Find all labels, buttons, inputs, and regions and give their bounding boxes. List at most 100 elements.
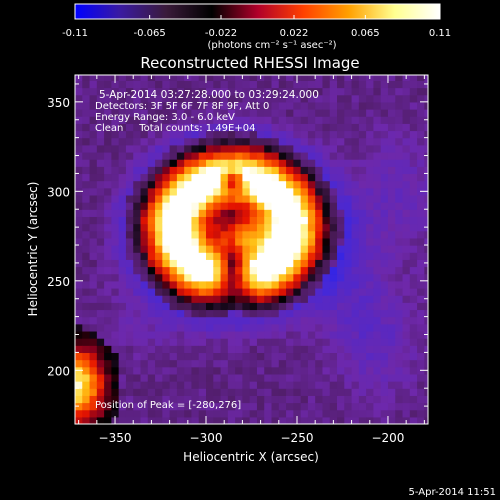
- heatmap-cell: [264, 409, 273, 418]
- heatmap-cell: [286, 130, 294, 139]
- heatmap-cell: [402, 395, 411, 404]
- heatmap-cell: [417, 159, 425, 167]
- heatmap-cell: [337, 295, 345, 303]
- heatmap-cell: [96, 352, 105, 361]
- heatmap-cell: [286, 287, 294, 296]
- heatmap-cell: [82, 381, 91, 389]
- heatmap-cell: [344, 223, 353, 232]
- heatmap-cell: [358, 409, 367, 418]
- heatmap-cell: [315, 366, 324, 375]
- heatmap-cell: [184, 109, 193, 117]
- heatmap-cell: [264, 359, 273, 368]
- heatmap-cell: [286, 230, 294, 239]
- heatmap-cell: [104, 338, 112, 346]
- heatmap-cell: [198, 266, 207, 275]
- heatmap-cell: [286, 151, 294, 160]
- heatmap-cell: [409, 395, 418, 404]
- heatmap-cell: [140, 94, 149, 103]
- heatmap-cell: [432, 302, 440, 310]
- heatmap-cell: [140, 194, 149, 203]
- heatmap-cell: [322, 280, 331, 289]
- heatmap-cell: [118, 252, 127, 260]
- heatmap-cell: [242, 209, 251, 217]
- heatmap-cell: [409, 94, 418, 103]
- heatmap-cell: [184, 280, 193, 289]
- heatmap-cell: [293, 144, 302, 153]
- heatmap-cell: [293, 180, 302, 189]
- heatmap-cell: [125, 287, 134, 296]
- heatmap-cell: [213, 373, 222, 382]
- heatmap-cell: [337, 173, 345, 182]
- heatmap-cell: [380, 245, 389, 253]
- heatmap-cell: [184, 180, 193, 189]
- heatmap-cell: [140, 416, 149, 424]
- heatmap-cell: [286, 273, 294, 282]
- heatmap-cell: [402, 302, 411, 311]
- heatmap-cell: [344, 159, 353, 167]
- heatmap-cell: [220, 338, 229, 346]
- heatmap-cell: [155, 116, 163, 124]
- heatmap-cell: [169, 416, 178, 424]
- heatmap-cell: [293, 151, 302, 160]
- heatmap-cell: [176, 180, 185, 189]
- heatmap-cell: [75, 66, 83, 74]
- heatmap-cell: [82, 216, 91, 225]
- heatmap-cell: [322, 359, 331, 368]
- heatmap-cell: [373, 66, 381, 74]
- heatmap-cell: [380, 202, 389, 210]
- heatmap-cell: [329, 209, 338, 217]
- heatmap-cell: [96, 123, 105, 132]
- heatmap-cell: [380, 373, 389, 382]
- heatmap-cell: [184, 245, 193, 253]
- heatmap-cell: [155, 309, 163, 318]
- heatmap-cell: [89, 75, 98, 81]
- heatmap-cell: [235, 194, 243, 203]
- heatmap-cell: [300, 180, 309, 189]
- heatmap-cell: [322, 373, 331, 382]
- heatmap-cell: [337, 80, 345, 89]
- heatmap-cell: [96, 216, 105, 225]
- heatmap-cell: [125, 330, 134, 339]
- heatmap-cell: [89, 338, 98, 346]
- heatmap-cell: [96, 280, 105, 289]
- heatmap-cell: [242, 381, 251, 389]
- heatmap-cell: [147, 173, 156, 182]
- heatmap-cell: [256, 144, 265, 153]
- heatmap-cell: [75, 237, 83, 246]
- heatmap-cell: [133, 137, 142, 146]
- heatmap-cell: [227, 80, 236, 89]
- heatmap-cell: [89, 80, 98, 89]
- heatmap-cell: [89, 166, 98, 175]
- heatmap-cell: [286, 180, 294, 189]
- heatmap-cell: [315, 245, 324, 253]
- heatmap-cell: [373, 323, 382, 332]
- heatmap-cell: [329, 345, 338, 354]
- heatmap-cell: [184, 388, 193, 396]
- heatmap-cell: [293, 216, 302, 225]
- heatmap-cell: [387, 209, 396, 217]
- heatmap-cell: [227, 75, 236, 81]
- heatmap-cell: [198, 316, 207, 325]
- heatmap-cell: [351, 159, 360, 167]
- heatmap-cell: [147, 209, 156, 217]
- heatmap-cell: [293, 352, 302, 361]
- heatmap-cell: [329, 202, 338, 210]
- heatmap-cell: [432, 424, 440, 432]
- heatmap-cell: [300, 266, 309, 275]
- heatmap-cell: [89, 94, 98, 103]
- heatmap-cell: [322, 187, 331, 196]
- heatmap-cell: [220, 94, 229, 103]
- heatmap-cell: [315, 388, 324, 396]
- heatmap-cell: [351, 137, 360, 146]
- heatmap-cell: [358, 259, 367, 268]
- heatmap-cell: [198, 130, 207, 139]
- heatmap-cell: [96, 144, 105, 153]
- heatmap-cell: [213, 359, 222, 368]
- heatmap-cell: [75, 109, 83, 117]
- heatmap-cell: [271, 316, 280, 325]
- heatmap-cell: [249, 187, 258, 196]
- heatmap-cell: [271, 123, 280, 132]
- heatmap-cell: [75, 287, 83, 296]
- heatmap-cell: [82, 302, 91, 311]
- heatmap-cell: [140, 409, 149, 418]
